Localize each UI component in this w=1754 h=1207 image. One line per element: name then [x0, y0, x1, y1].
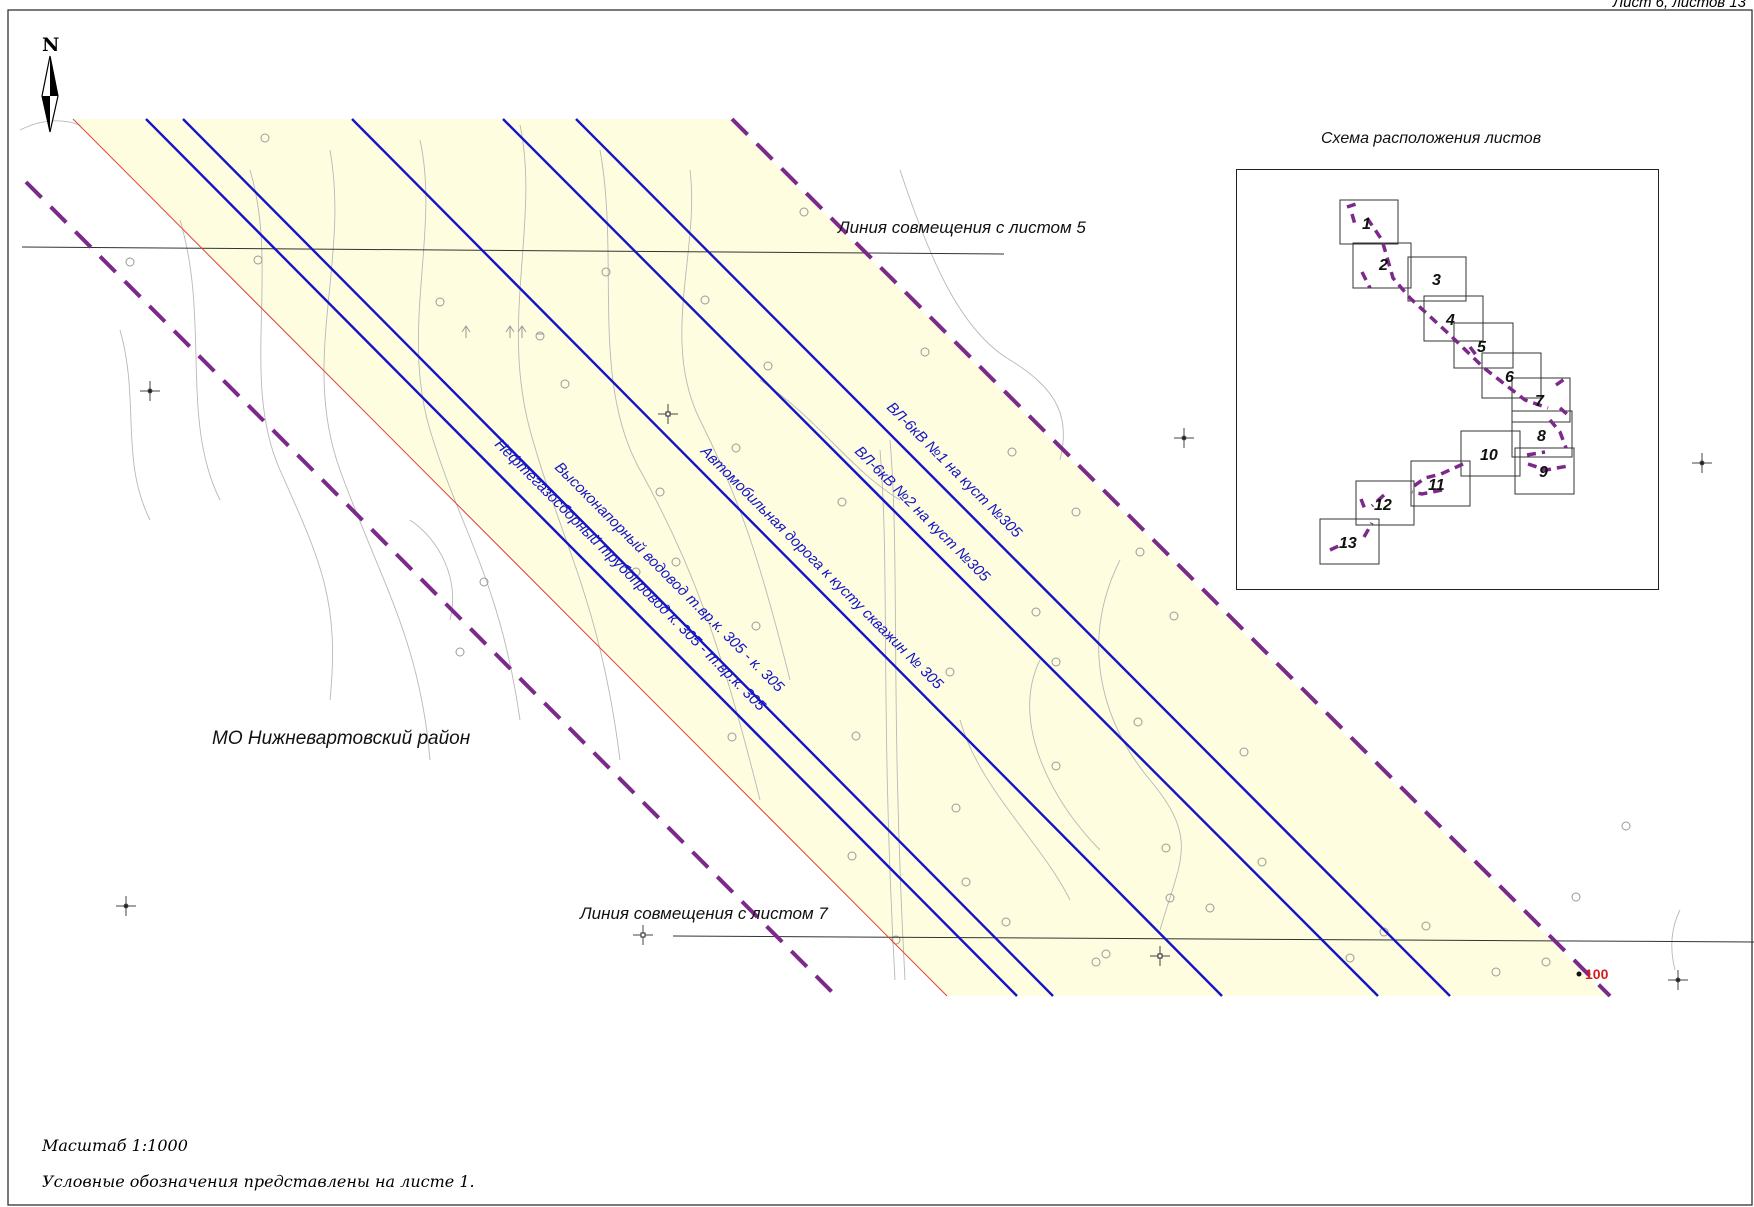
terrain-markers: [125, 133, 1631, 977]
inset-map: 1 2 3 4 5 6 7 8 9 10 11 12 13: [1319, 199, 1575, 565]
line-road: [351, 118, 1223, 997]
survey-points: [116, 381, 1712, 990]
combination-label-lower: Линия совмещения с листом 7: [580, 904, 828, 923]
line-oil-pipeline: [145, 118, 1018, 997]
vegetation-symbols: [461, 325, 544, 338]
point-100-label: 100: [1585, 966, 1609, 982]
legend-note: Условные обозначения представлены на лис…: [42, 1172, 475, 1191]
inset-sheet-label: 11: [1428, 477, 1445, 494]
utility-lines: [145, 118, 1451, 997]
inset-sheet-label: 9: [1539, 464, 1548, 481]
inset-sheet-label: 3: [1432, 272, 1441, 289]
boundary-dashed-sw: [24, 180, 838, 998]
inset-sheet-label: 12: [1374, 497, 1392, 514]
inset-sheet-label: 7: [1535, 393, 1545, 410]
line-water-pipeline: [182, 118, 1054, 997]
line-vl1: [575, 118, 1451, 997]
inset-sheet-label: 2: [1378, 257, 1388, 274]
inset-sheet-label: 5: [1477, 339, 1487, 356]
sheet-number-note: Лист 6, листов 13: [1612, 0, 1746, 11]
combination-line-upper: [21, 246, 1005, 255]
inset-frame: [1236, 169, 1659, 590]
combination-line-lower: [672, 935, 1754, 943]
boundary-dashed-ne: [730, 117, 1612, 998]
inset-sheet-label: 8: [1537, 428, 1546, 445]
inset-sheet-label: 6: [1505, 369, 1514, 386]
north-label: N: [42, 34, 60, 56]
inset-title: Схема расположения листов: [1321, 130, 1542, 147]
point-100-marker: [1576, 971, 1582, 977]
north-arrow-icon: [41, 55, 59, 133]
combination-label-upper: Линия совмещения с листом 5: [838, 218, 1086, 237]
inset-sheet-label: 1: [1362, 216, 1371, 233]
inset-sheet-label: 13: [1339, 535, 1357, 552]
sheet-frame: [7, 9, 1753, 1206]
scale-note: Масштаб 1:1000: [42, 1136, 188, 1155]
corridor-area: [73, 119, 1606, 996]
corridor-edge-line: [72, 118, 948, 997]
region-label: МО Нижневартовский район: [212, 728, 471, 749]
inset-sheet-label: 4: [1445, 312, 1455, 329]
line-vl2: [502, 118, 1379, 997]
inset-sheet-label: 10: [1480, 447, 1498, 464]
